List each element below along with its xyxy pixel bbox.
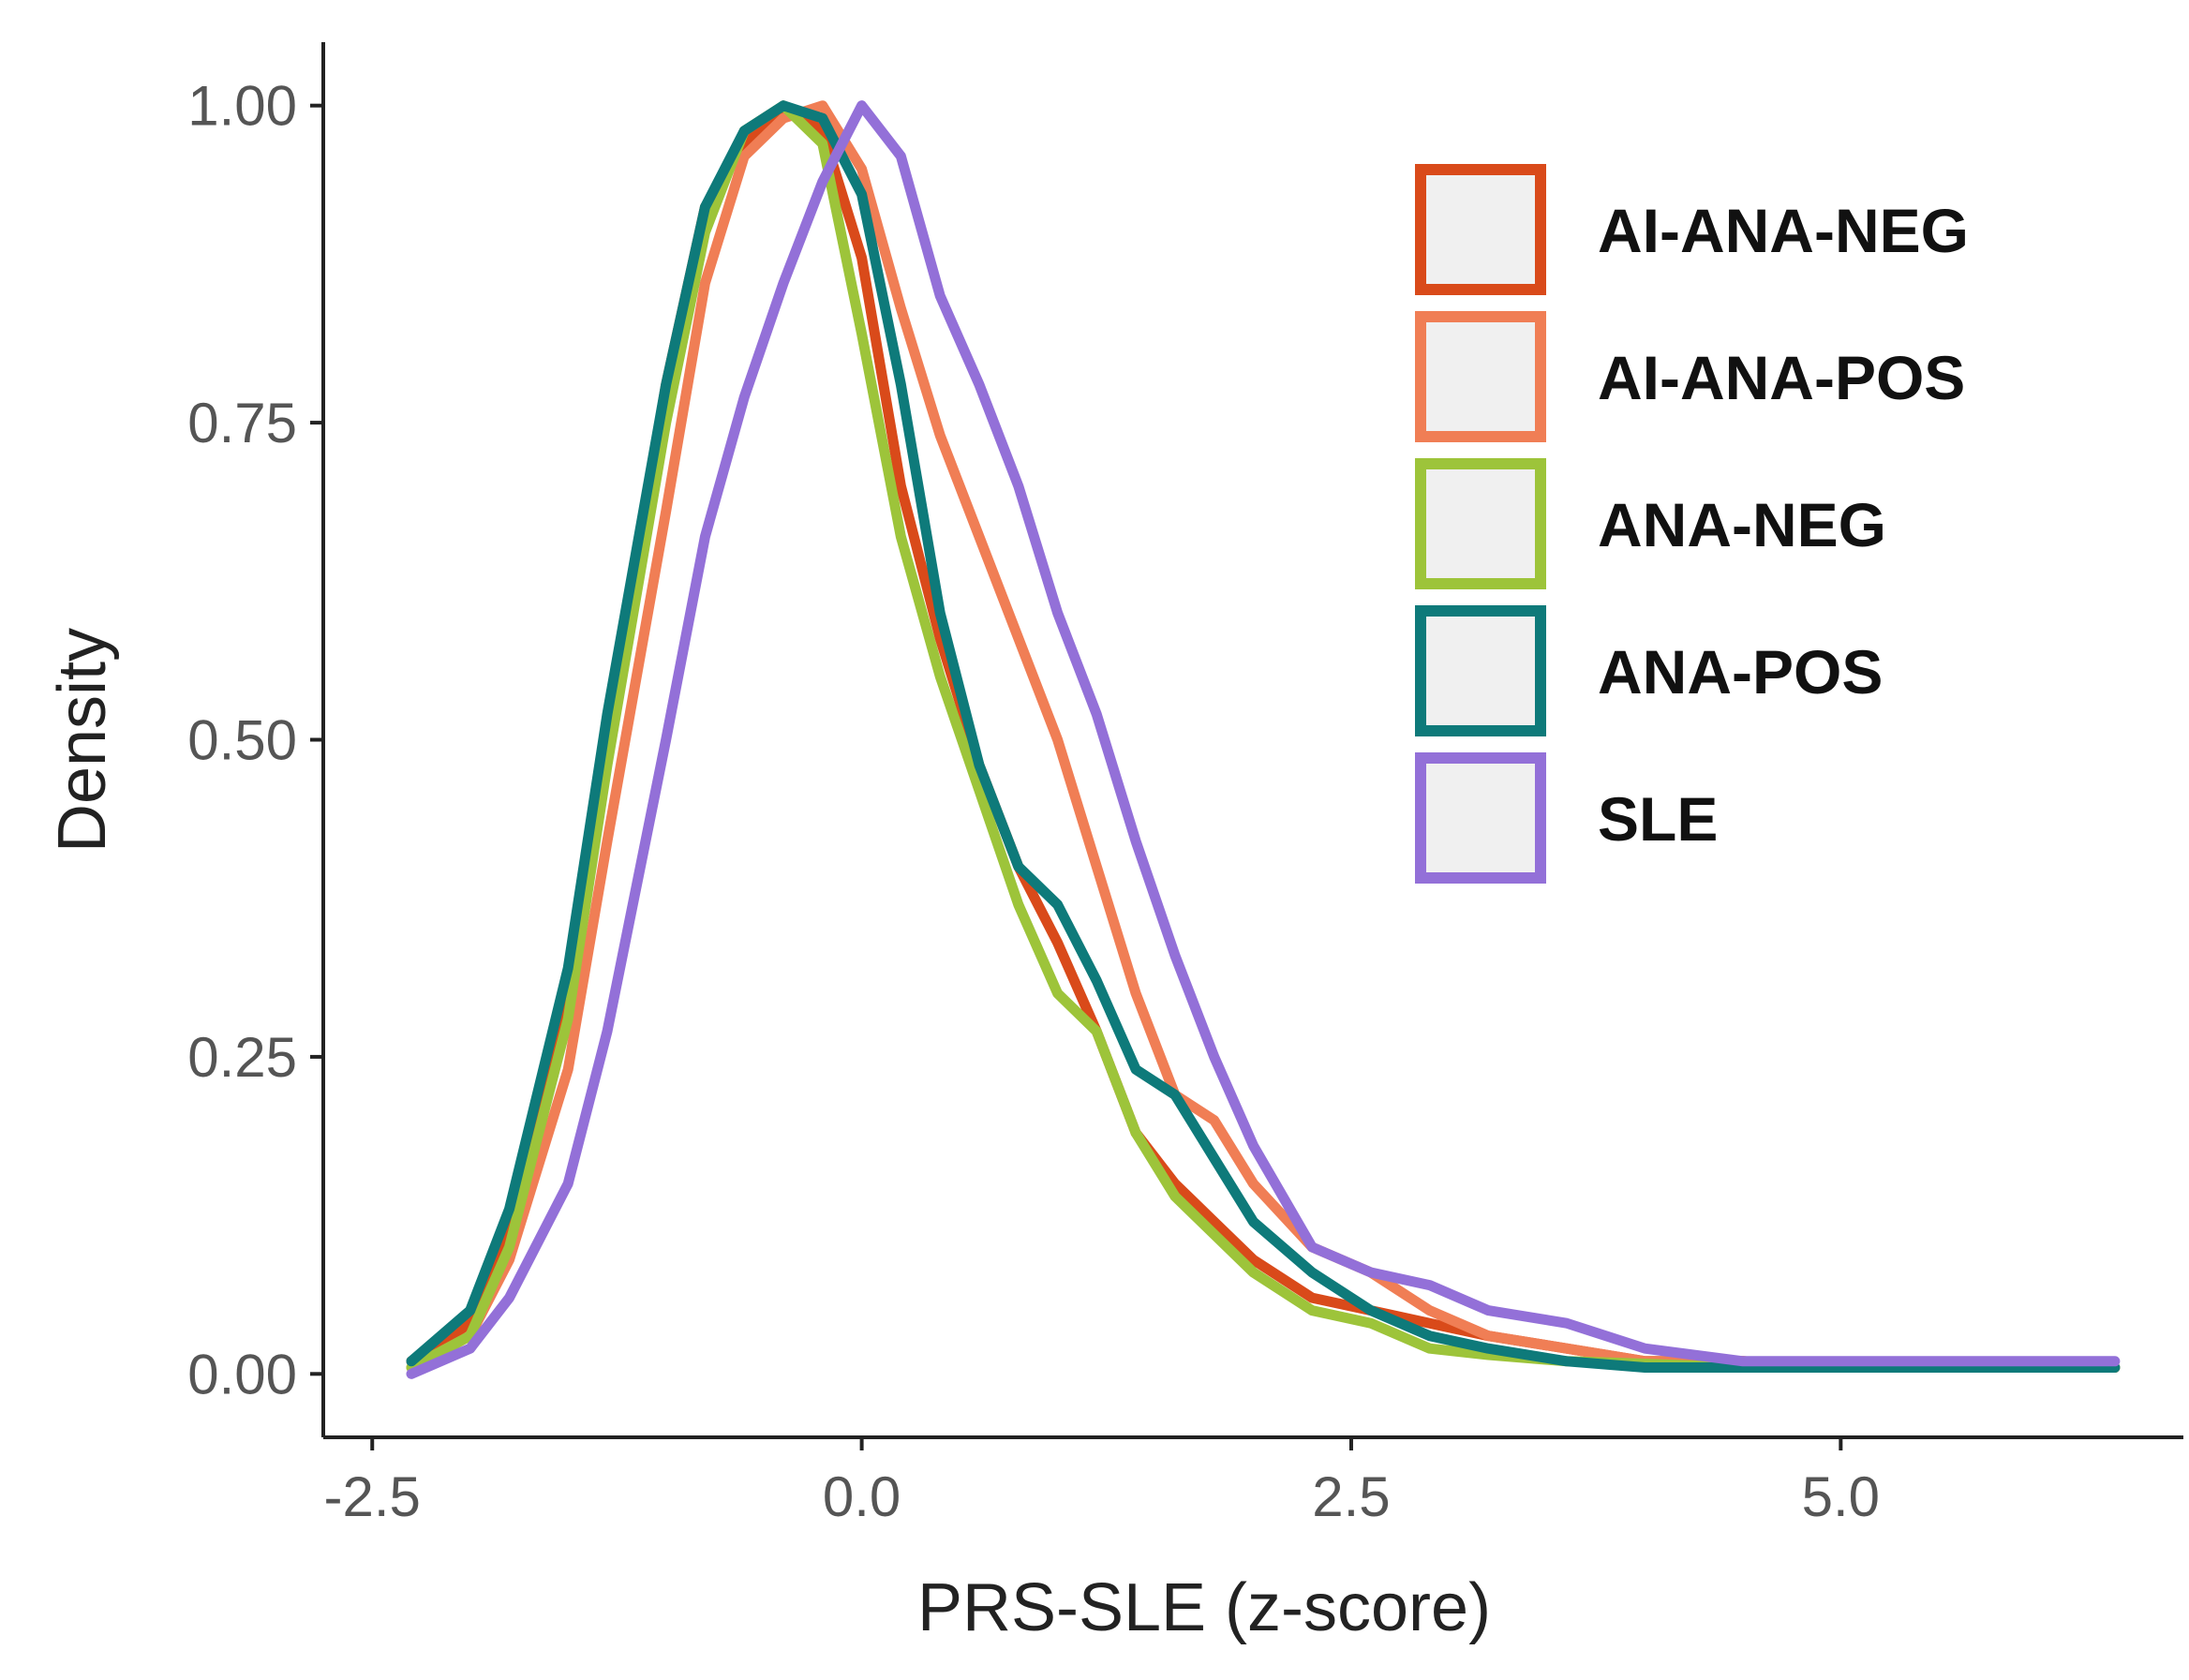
- y-tick-label: 0.00: [187, 1343, 297, 1405]
- legend-label-ana-neg: ANA-NEG: [1598, 490, 1886, 559]
- y-tick-label: 0.25: [187, 1026, 297, 1089]
- x-ticks: -2.5 0.0 2.5 5.0: [324, 1437, 1880, 1528]
- y-tick-label: 0.75: [187, 392, 297, 454]
- legend-label-ai-ana-neg: AI-ANA-NEG: [1598, 196, 1969, 265]
- y-ticks: 0.00 0.25 0.50 0.75 1.00: [187, 75, 323, 1405]
- legend-key-ai-ana-pos: [1415, 311, 1546, 442]
- legend-label-ana-pos: ANA-POS: [1598, 637, 1883, 706]
- legend-key-ana-pos: [1415, 605, 1546, 736]
- y-tick-label: 0.50: [187, 709, 297, 772]
- x-tick-label: 5.0: [1802, 1465, 1880, 1528]
- series-line-ana-pos: [406, 100, 2121, 1373]
- legend-key-ana-neg: [1415, 458, 1546, 589]
- series-layer: [406, 100, 2121, 1379]
- legend: AI-ANA-NEG AI-ANA-POS ANA-NEG ANA-POS SLE: [1415, 164, 1969, 884]
- x-axis-title: PRS-SLE (z-score): [917, 1570, 1491, 1645]
- legend-label-ai-ana-pos: AI-ANA-POS: [1598, 343, 1965, 412]
- legend-key-ai-ana-neg: [1415, 164, 1546, 295]
- y-tick-label: 1.00: [187, 75, 297, 138]
- series-line-sle: [406, 100, 2121, 1379]
- x-tick-label: 0.0: [823, 1465, 901, 1528]
- y-axis-title: Density: [45, 628, 120, 853]
- legend-key-sle: [1415, 752, 1546, 884]
- legend-label-sle: SLE: [1598, 784, 1718, 854]
- x-tick-label: -2.5: [324, 1465, 421, 1528]
- x-tick-label: 2.5: [1312, 1465, 1390, 1528]
